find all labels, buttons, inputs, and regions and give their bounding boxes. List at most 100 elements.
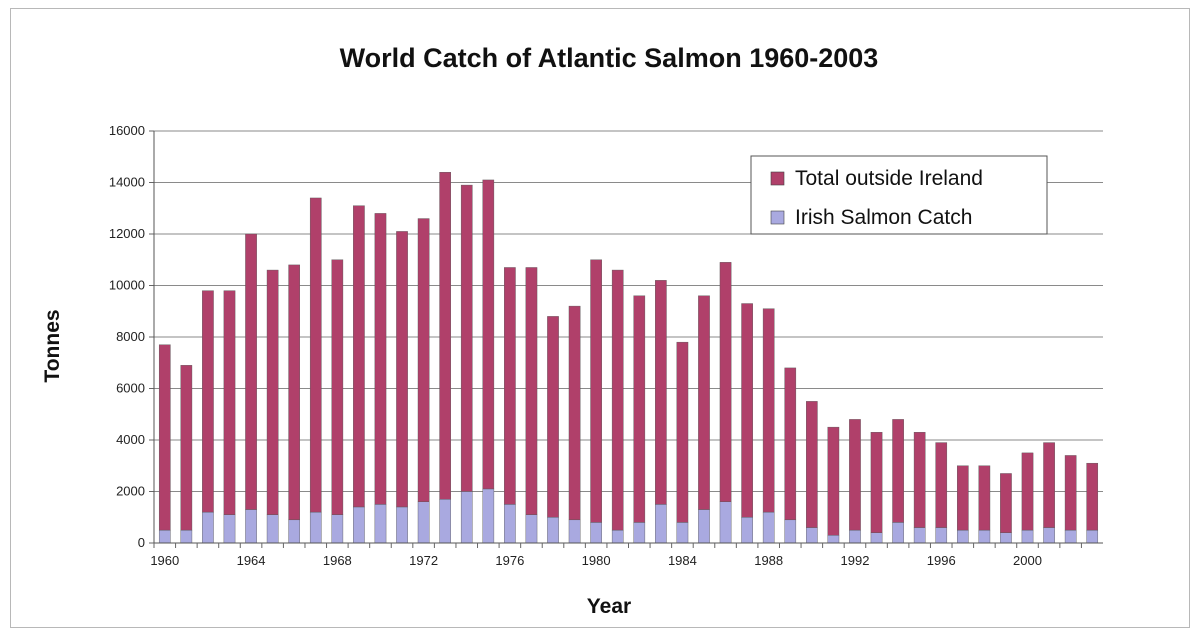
bar-outside-1973 bbox=[439, 171, 451, 500]
bar-outside-1970 bbox=[374, 213, 387, 505]
bar-outside-1964 bbox=[245, 233, 257, 510]
bar-outside-1984 bbox=[676, 341, 689, 523]
x-tick-labels: 1960 1964 1968 1972 1976 1980 1984 1988 1992 1996… bbox=[150, 553, 1042, 568]
bar-irish-1967 bbox=[309, 511, 322, 544]
bar-outside-1974 bbox=[460, 184, 473, 492]
bar-outside-1976 bbox=[504, 267, 516, 505]
bar-irish-1995 bbox=[913, 527, 926, 544]
x-tick-label: 1960 bbox=[150, 553, 179, 568]
y-tick-label: 0 bbox=[138, 535, 145, 550]
bar-irish-1977 bbox=[525, 514, 538, 544]
y-tick-label: 14000 bbox=[109, 175, 145, 190]
bar-outside-1983 bbox=[655, 280, 667, 505]
bar-irish-1981 bbox=[611, 529, 624, 544]
legend: Total outside Ireland Irish Salmon Catch bbox=[750, 155, 1048, 235]
bar-irish-1991 bbox=[827, 535, 840, 544]
bar-outside-1967 bbox=[309, 197, 322, 513]
x-tick-label: 1964 bbox=[237, 553, 266, 568]
chart-title: World Catch of Atlantic Salmon 1960-2003 bbox=[340, 43, 879, 73]
bar-irish-1983 bbox=[655, 504, 667, 544]
y-tick-label: 10000 bbox=[109, 278, 145, 293]
legend-swatch-irish-salmon-catch bbox=[770, 210, 785, 225]
bar-irish-1980 bbox=[590, 522, 602, 544]
bar-outside-1963 bbox=[223, 290, 236, 515]
bar-irish-1968 bbox=[331, 514, 344, 544]
y-tick-label: 16000 bbox=[109, 123, 145, 138]
bar-outside-1960 bbox=[158, 344, 171, 531]
bar-irish-1996 bbox=[935, 527, 948, 544]
bar-irish-1994 bbox=[892, 522, 904, 544]
bar-outside-1961 bbox=[180, 365, 193, 531]
bar-irish-1988 bbox=[762, 511, 775, 544]
bar-irish-1973 bbox=[439, 499, 451, 544]
bar-irish-1963 bbox=[223, 514, 236, 544]
x-tick-label: 1980 bbox=[582, 553, 611, 568]
bar-irish-1987 bbox=[741, 517, 753, 544]
bar-irish-2003 bbox=[1086, 529, 1099, 544]
bar-outside-1989 bbox=[784, 367, 797, 521]
y-tick-label: 12000 bbox=[109, 226, 145, 241]
bar-outside-1975 bbox=[482, 179, 495, 490]
bar-outside-1982 bbox=[633, 295, 646, 523]
bar-outside-1980 bbox=[590, 259, 602, 523]
bar-outside-1962 bbox=[202, 290, 214, 513]
bar-outside-1965 bbox=[266, 269, 279, 515]
bar-outside-1988 bbox=[762, 308, 775, 513]
bar-outside-1999 bbox=[1000, 473, 1012, 533]
chart-svg: World Catch of Atlantic Salmon 1960-2003… bbox=[41, 43, 1103, 618]
bar-irish-1993 bbox=[870, 532, 883, 544]
bar-irish-1960 bbox=[158, 529, 171, 544]
bar-outside-1991 bbox=[827, 426, 840, 536]
bar-outside-1986 bbox=[719, 262, 732, 503]
bar-outside-1998 bbox=[978, 465, 991, 531]
bar-outside-1969 bbox=[353, 205, 365, 508]
x-tick-label: 1976 bbox=[495, 553, 524, 568]
bars-group bbox=[158, 171, 1099, 544]
chart-frame: World Catch of Atlantic Salmon 1960-2003… bbox=[10, 8, 1190, 628]
legend-label-total-outside-ireland: Total outside Ireland bbox=[795, 167, 983, 190]
x-tick-label: 1972 bbox=[409, 553, 438, 568]
bar-outside-1992 bbox=[849, 419, 861, 531]
bar-irish-1998 bbox=[978, 529, 991, 544]
x-tick-label: 1968 bbox=[323, 553, 352, 568]
bar-outside-1996 bbox=[935, 442, 948, 528]
bar-outside-1968 bbox=[331, 259, 344, 515]
legend-swatch-total-outside-ireland bbox=[770, 171, 785, 186]
bar-irish-1986 bbox=[719, 501, 732, 544]
bar-outside-2000 bbox=[1021, 452, 1034, 531]
bar-irish-1979 bbox=[568, 519, 581, 544]
x-tick-label: 1996 bbox=[927, 553, 956, 568]
y-tick-labels: 0 2000 4000 6000 8000 10000 12000 14000 16000 bbox=[109, 123, 145, 550]
bar-outside-1966 bbox=[288, 264, 301, 521]
bar-irish-1964 bbox=[245, 509, 257, 544]
bar-outside-1972 bbox=[417, 218, 430, 503]
bar-outside-2001 bbox=[1043, 442, 1055, 528]
bar-irish-1974 bbox=[460, 491, 473, 544]
bar-irish-1989 bbox=[784, 519, 797, 544]
bar-outside-1978 bbox=[547, 316, 559, 518]
bar-irish-1971 bbox=[396, 506, 408, 544]
bar-irish-1997 bbox=[956, 529, 969, 544]
bar-irish-1962 bbox=[202, 511, 214, 544]
bar-outside-1997 bbox=[956, 465, 969, 531]
bar-irish-1978 bbox=[547, 517, 559, 544]
y-tick-label: 6000 bbox=[116, 381, 145, 396]
bar-irish-2001 bbox=[1043, 527, 1055, 544]
bar-irish-1975 bbox=[482, 488, 495, 544]
bar-outside-1995 bbox=[913, 432, 926, 528]
bar-irish-2002 bbox=[1064, 529, 1077, 544]
bar-outside-1981 bbox=[611, 269, 624, 531]
bar-outside-2003 bbox=[1086, 462, 1099, 531]
bar-outside-1985 bbox=[698, 295, 710, 510]
bar-irish-1982 bbox=[633, 522, 646, 544]
bar-irish-1972 bbox=[417, 501, 430, 544]
legend-box bbox=[750, 155, 1048, 235]
bar-irish-1999 bbox=[1000, 532, 1012, 544]
y-axis-title: Tonnes bbox=[41, 309, 64, 382]
x-tick-label: 2000 bbox=[1013, 553, 1042, 568]
bar-irish-1961 bbox=[180, 529, 193, 544]
x-tick-label: 1988 bbox=[754, 553, 783, 568]
bar-irish-1970 bbox=[374, 504, 387, 544]
x-tick-label: 1992 bbox=[841, 553, 870, 568]
bar-irish-1969 bbox=[353, 506, 365, 544]
